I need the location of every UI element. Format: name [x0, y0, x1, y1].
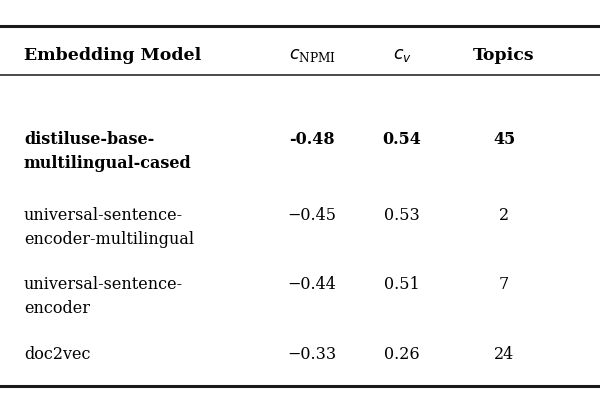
Text: 0.26: 0.26: [384, 345, 420, 362]
Text: Embedding Model: Embedding Model: [24, 47, 201, 64]
Text: 0.51: 0.51: [384, 276, 420, 293]
Text: 45: 45: [493, 130, 515, 148]
Text: universal-sentence-: universal-sentence-: [24, 206, 183, 223]
Text: $c_{\mathregular{NPMI}}$: $c_{\mathregular{NPMI}}$: [289, 47, 335, 64]
Text: doc2vec: doc2vec: [24, 345, 91, 362]
Text: encoder: encoder: [24, 299, 90, 317]
Text: −0.45: −0.45: [287, 206, 337, 223]
Text: 2: 2: [499, 206, 509, 223]
Text: −0.33: −0.33: [287, 345, 337, 362]
Text: 7: 7: [499, 276, 509, 293]
Text: 24: 24: [494, 345, 514, 362]
Text: 0.53: 0.53: [384, 206, 420, 223]
Text: encoder-multilingual: encoder-multilingual: [24, 230, 194, 247]
Text: −0.44: −0.44: [287, 276, 337, 293]
Text: distiluse-base-: distiluse-base-: [24, 130, 154, 148]
Text: 0.54: 0.54: [383, 130, 421, 148]
Text: universal-sentence-: universal-sentence-: [24, 276, 183, 293]
Text: Topics: Topics: [473, 47, 535, 64]
Text: $c_{v}$: $c_{v}$: [392, 47, 412, 64]
Text: multilingual-cased: multilingual-cased: [24, 154, 192, 171]
Text: -0.48: -0.48: [289, 130, 335, 148]
